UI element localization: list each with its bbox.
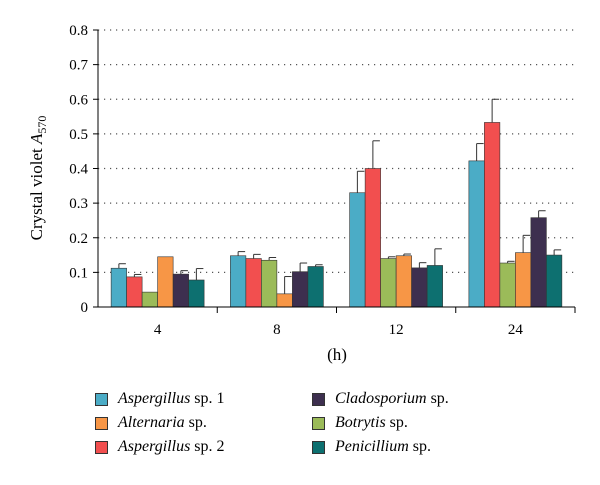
legend-label: Penicillium sp. [335,438,431,455]
y-tick-label: 0.6 [69,92,88,108]
x-tick-label: 12 [389,322,404,338]
x-tick-labels: 4 8 12 24 [154,322,524,338]
bar [499,262,516,308]
axes [93,29,576,313]
x-axis-label: (h) [327,345,347,364]
legend-swatch [95,440,108,454]
bar [245,258,262,308]
legend-label: Aspergillus sp. 1 [118,390,225,407]
legend-item: Aspergillus sp. 1 [95,390,225,408]
bar [126,276,143,308]
legend-item: Alternaria sp. [95,414,207,432]
y-tick-label: 0 [81,300,89,316]
bar [230,255,247,308]
y-tick-label: 0.4 [69,162,88,178]
bars [110,98,563,308]
legend-swatch [95,392,108,406]
bar [141,291,158,308]
bar [380,258,397,308]
bar [307,266,324,308]
bar [484,122,501,308]
legend-swatch [312,416,325,430]
bar [411,267,428,308]
legend-item: Botrytis sp. [312,414,408,432]
bar [546,254,563,308]
bar [172,273,189,308]
y-axis-label-italic: A [27,133,46,145]
y-tick-label: 0.2 [69,231,88,247]
bar [395,255,412,308]
x-tick-label: 4 [154,322,162,338]
y-tick-label: 0.8 [69,23,88,39]
legend-label: Aspergillus sp. 2 [118,438,225,455]
y-tick-label: 0.1 [69,265,88,281]
bar [349,192,366,308]
bar [292,271,309,308]
legend-item: Aspergillus sp. 2 [95,438,225,456]
legend-item: Cladosporium sp. [312,390,449,408]
bar [157,256,174,308]
y-tick-labels: 0 0.1 0.2 0.3 0.4 0.5 0.6 0.7 0.8 [69,23,88,316]
legend-swatch [95,416,108,430]
bar [188,279,205,308]
bar [515,252,532,308]
y-axis-label-subscript: 570 [35,116,49,134]
bar [276,293,293,308]
y-axis-label-main: Crystal violet [27,144,46,240]
x-tick-label: 8 [273,322,281,338]
legend-item: Penicillium sp. [312,438,431,456]
legend-label: Cladosporium sp. [335,390,449,407]
legend-label: Alternaria sp. [118,414,207,431]
legend-label: Botrytis sp. [335,414,408,431]
bar [426,265,443,308]
bar [110,267,127,308]
legend-swatch [312,392,325,406]
y-axis-label: Crystal violet A570 [27,116,49,241]
gridlines [98,29,575,273]
y-tick-label: 0.5 [69,127,88,143]
x-tick-label: 24 [508,322,524,338]
bar [261,259,278,308]
bar [530,217,547,308]
bar [468,160,485,308]
bar [364,168,381,308]
legend-swatch [312,440,325,454]
y-tick-label: 0.7 [69,58,88,74]
y-tick-label: 0.3 [69,196,88,212]
